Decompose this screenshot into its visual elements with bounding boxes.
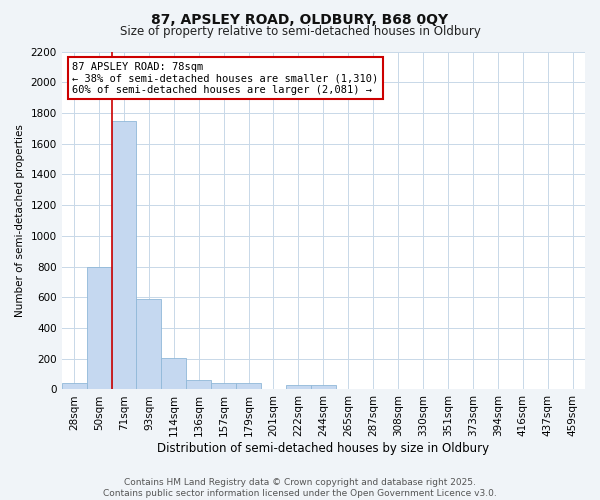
Bar <box>236 383 261 390</box>
Text: 87 APSLEY ROAD: 78sqm
← 38% of semi-detached houses are smaller (1,310)
60% of s: 87 APSLEY ROAD: 78sqm ← 38% of semi-deta… <box>72 62 379 95</box>
Bar <box>136 299 161 390</box>
Text: 87, APSLEY ROAD, OLDBURY, B68 0QY: 87, APSLEY ROAD, OLDBURY, B68 0QY <box>151 12 449 26</box>
Bar <box>186 380 211 390</box>
Y-axis label: Number of semi-detached properties: Number of semi-detached properties <box>15 124 25 317</box>
Bar <box>112 122 136 390</box>
Bar <box>62 382 86 390</box>
Bar <box>311 385 336 390</box>
Bar <box>211 383 236 390</box>
Text: Contains HM Land Registry data © Crown copyright and database right 2025.
Contai: Contains HM Land Registry data © Crown c… <box>103 478 497 498</box>
X-axis label: Distribution of semi-detached houses by size in Oldbury: Distribution of semi-detached houses by … <box>157 442 490 455</box>
Bar <box>86 268 112 390</box>
Text: Size of property relative to semi-detached houses in Oldbury: Size of property relative to semi-detach… <box>119 25 481 38</box>
Bar <box>286 385 311 390</box>
Bar <box>161 358 186 390</box>
